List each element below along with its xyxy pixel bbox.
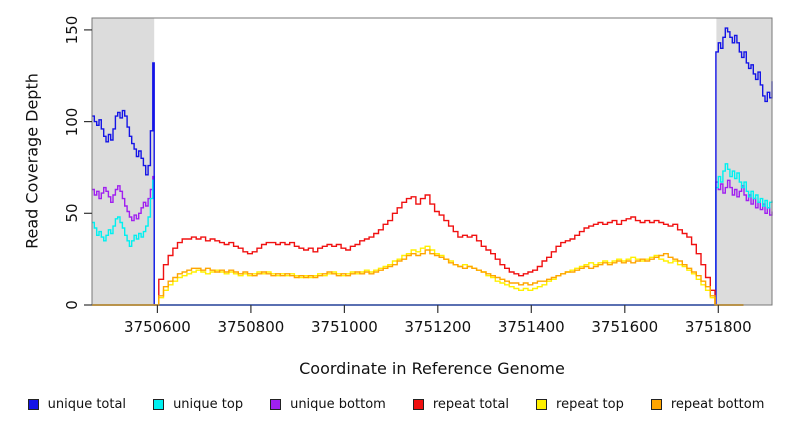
shaded-region-right-unique-flank (716, 18, 772, 305)
y-tick-label: 100 (63, 107, 81, 136)
series-line-repeat-total (92, 194, 744, 306)
series-line-unique-bottom (92, 175, 773, 306)
legend-swatch-icon (27, 399, 39, 410)
legend-label: unique bottom (290, 397, 386, 412)
legend-label: repeat bottom (670, 397, 765, 412)
legend-item-unique-total: unique total (27, 397, 127, 412)
x-tick-label: 3751000 (310, 318, 378, 336)
legend: unique total unique top unique bottom repea… (0, 397, 792, 412)
x-tick-label: 3751600 (591, 318, 659, 336)
x-tick-label: 3751200 (404, 318, 472, 336)
legend-item-repeat-bottom: repeat bottom (650, 397, 765, 412)
legend-item-unique-top: unique top (153, 397, 243, 412)
series-line-repeat-bottom (92, 249, 744, 306)
legend-label: repeat top (556, 397, 624, 412)
legend-item-repeat-top: repeat top (536, 397, 624, 412)
x-axis-title: Coordinate in Reference Genome (299, 359, 565, 378)
series-line-unique-top (92, 163, 773, 306)
plot-frame (91, 17, 773, 306)
x-tick-label: 3751400 (497, 318, 565, 336)
legend-item-repeat-total: repeat total (412, 397, 510, 412)
legend-swatch-icon (153, 399, 165, 410)
legend-label: unique top (173, 397, 244, 412)
x-tick-label: 3751800 (684, 318, 752, 336)
legend-item-unique-bottom: unique bottom (270, 397, 386, 412)
legend-swatch-icon (536, 399, 548, 410)
legend-label: unique total (47, 397, 127, 412)
x-tick-label: 3750600 (123, 318, 191, 336)
legend-label: repeat total (432, 397, 510, 412)
y-tick-label: 50 (63, 203, 81, 223)
series-line-unique-total (92, 27, 773, 306)
y-tick-label: 0 (63, 300, 81, 310)
legend-swatch-icon (412, 399, 424, 410)
legend-swatch-icon (650, 399, 662, 410)
y-tick-label: 150 (63, 15, 81, 45)
legend-swatch-icon (270, 399, 282, 410)
x-tick-label: 3750800 (217, 318, 285, 336)
shaded-region-left-unique-flank (92, 18, 155, 305)
y-axis-title: Read Coverage Depth (22, 73, 42, 249)
